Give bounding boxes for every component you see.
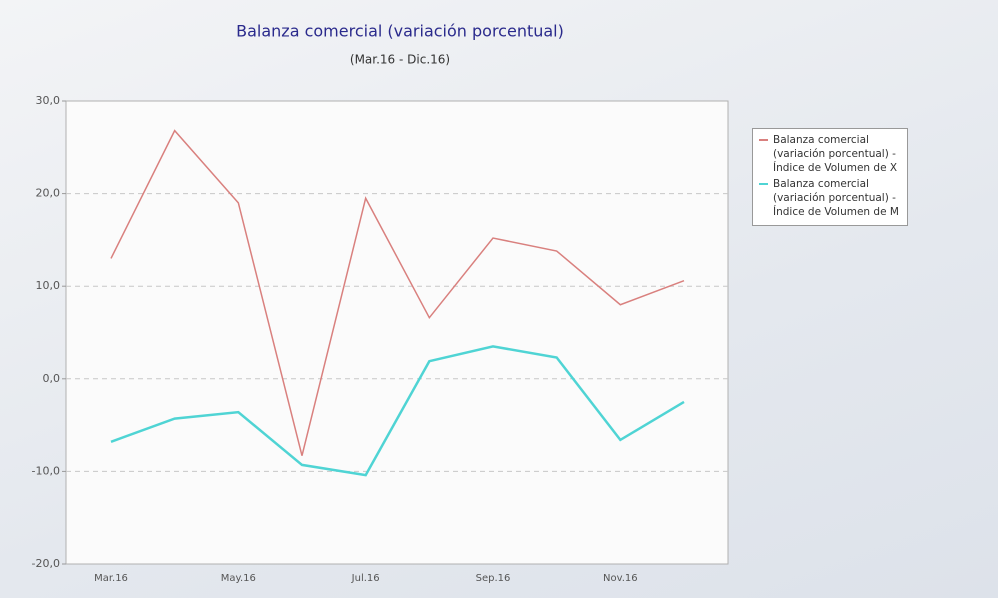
- x-tick-label: May.16: [221, 573, 256, 584]
- y-tick-label: -10,0: [32, 464, 60, 477]
- chart-subtitle: (Mar.16 - Dic.16): [350, 53, 450, 67]
- legend: Balanza comercial (variación porcentual)…: [752, 128, 908, 226]
- x-tick-label: Jul.16: [351, 573, 380, 584]
- x-tick-label: Sep.16: [476, 573, 511, 584]
- legend-label: Balanza comercial (variación porcentual)…: [773, 178, 899, 218]
- chart-title: Balanza comercial (variación porcentual): [236, 22, 564, 41]
- legend-item: Balanza comercial (variación porcentual)…: [759, 177, 903, 219]
- x-tick-label: Mar.16: [94, 573, 128, 584]
- series-line: [110, 345, 685, 477]
- legend-swatch: [759, 139, 768, 141]
- y-tick-label: -20,0: [32, 557, 60, 570]
- legend-swatch: [759, 183, 768, 185]
- legend-item: Balanza comercial (variación porcentual)…: [759, 133, 903, 175]
- y-tick-label: 0,0: [43, 372, 61, 385]
- y-tick-label: 10,0: [36, 279, 61, 292]
- y-tick-label: 30,0: [36, 94, 61, 107]
- series-line: [110, 129, 685, 456]
- legend-label: Balanza comercial (variación porcentual)…: [773, 134, 898, 174]
- x-tick-label: Nov.16: [603, 573, 638, 584]
- y-tick-label: 20,0: [36, 187, 61, 200]
- plot-area: [65, 100, 729, 565]
